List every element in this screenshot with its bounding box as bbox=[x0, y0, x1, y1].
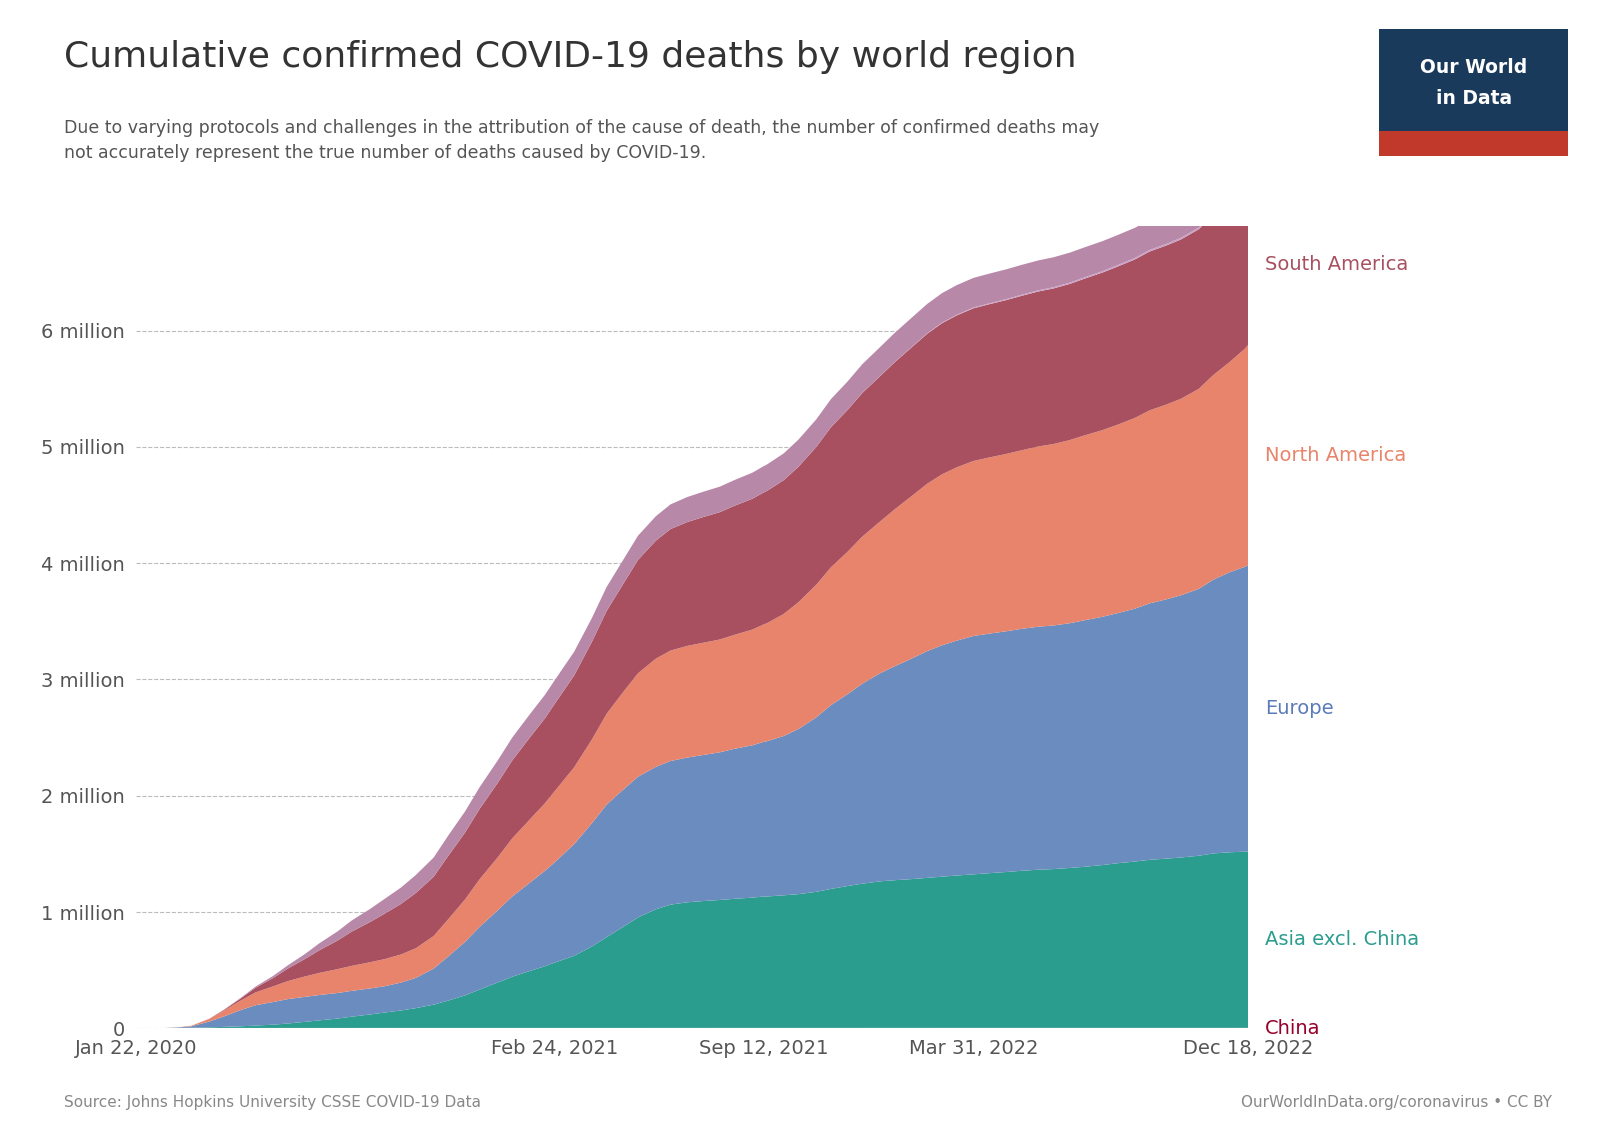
Text: Europe: Europe bbox=[1264, 699, 1333, 718]
Text: China: China bbox=[1264, 1018, 1320, 1037]
Text: Due to varying protocols and challenges in the attribution of the cause of death: Due to varying protocols and challenges … bbox=[64, 119, 1099, 162]
Text: North America: North America bbox=[1264, 445, 1406, 464]
Text: Asia excl. China: Asia excl. China bbox=[1264, 930, 1419, 949]
Text: Our World: Our World bbox=[1419, 58, 1528, 77]
Text: South America: South America bbox=[1264, 255, 1408, 273]
FancyBboxPatch shape bbox=[1379, 131, 1568, 156]
Text: Source: Johns Hopkins University CSSE COVID-19 Data: Source: Johns Hopkins University CSSE CO… bbox=[64, 1095, 482, 1110]
Text: in Data: in Data bbox=[1435, 89, 1512, 108]
Text: Cumulative confirmed COVID-19 deaths by world region: Cumulative confirmed COVID-19 deaths by … bbox=[64, 40, 1077, 73]
FancyBboxPatch shape bbox=[1379, 29, 1568, 156]
Text: OurWorldInData.org/coronavirus • CC BY: OurWorldInData.org/coronavirus • CC BY bbox=[1242, 1095, 1552, 1110]
